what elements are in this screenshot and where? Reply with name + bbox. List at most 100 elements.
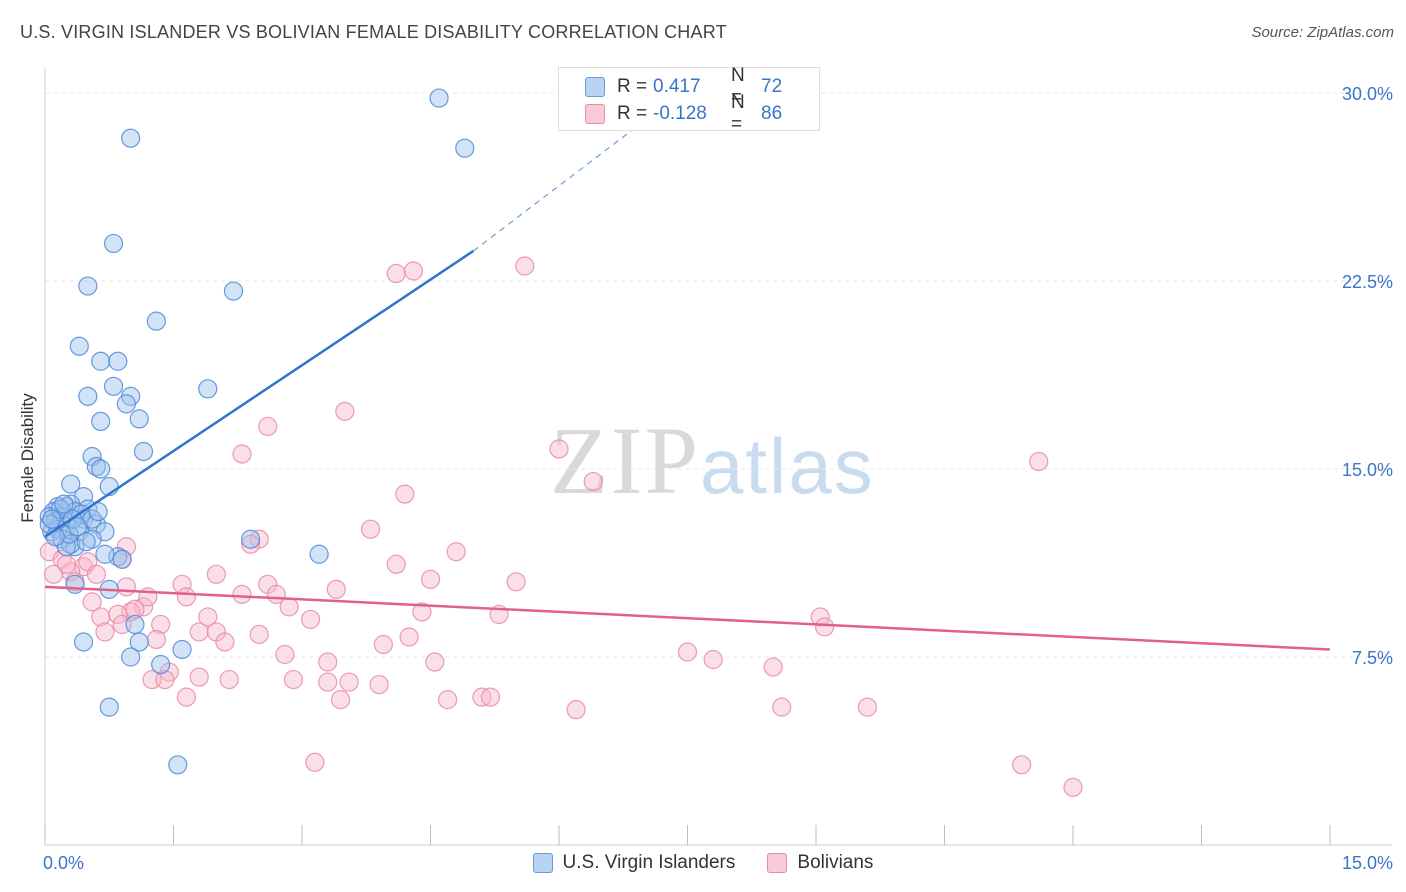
bolivian-point	[810, 607, 830, 627]
legend-row-virgin-islanders: R = 0.417 N = 72	[585, 65, 783, 108]
bolivian-point	[275, 644, 295, 665]
virgin-islander-point	[129, 632, 149, 652]
virgin-islander-point	[103, 233, 124, 254]
bolivian-point	[420, 569, 441, 589]
virgin-islander-point	[146, 311, 166, 331]
legend-n-value: 72	[761, 76, 783, 97]
bolivian-point	[506, 572, 526, 592]
y-tick-label: 7.5%	[1352, 648, 1393, 668]
legend-item-bolivians[interactable]: Bolivians	[767, 852, 873, 874]
bolivian-point	[82, 592, 102, 612]
virgin-islander-point	[455, 138, 475, 158]
bolivian-point	[446, 542, 466, 562]
legend-swatch-blue	[585, 77, 605, 97]
y-tick-label: 22.5%	[1342, 272, 1393, 292]
x-tick-label: 15.0%	[1342, 853, 1393, 873]
bolivian-point	[249, 624, 269, 645]
bolivian-point	[1029, 451, 1049, 472]
bolivian-point	[373, 634, 393, 655]
bolivian-point	[369, 674, 389, 695]
bolivian-point	[763, 657, 783, 677]
legend-r-label: R =	[617, 76, 648, 97]
legend-item-virgin-islanders[interactable]: U.S. Virgin Islanders	[532, 852, 735, 874]
bolivian-point	[703, 649, 723, 670]
bolivian-point	[399, 627, 419, 647]
virgin-islander-point	[99, 697, 119, 717]
virgin-islander-point	[67, 517, 88, 537]
bolivian-point	[305, 752, 325, 772]
bolivian-point	[386, 554, 406, 574]
legend-n-label: N =	[731, 92, 745, 135]
virgin-islander-point	[91, 351, 111, 371]
virgin-islander-trend-extension	[472, 120, 646, 252]
virgin-islander-point	[112, 549, 132, 569]
bolivian-point	[232, 444, 252, 464]
virgin-islander-point	[223, 281, 244, 301]
bolivian-point	[360, 519, 381, 539]
virgin-islander-point	[108, 351, 128, 371]
correlation-legend: R = 0.417 N = 72 R = -0.128 N = 86	[558, 65, 820, 135]
bolivian-trend-line	[44, 585, 1331, 651]
bolivian-point	[330, 690, 351, 710]
chart-title: U.S. VIRGIN ISLANDER VS BOLIVIAN FEMALE …	[20, 22, 727, 42]
bolivian-point	[108, 604, 128, 625]
virgin-islander-point	[91, 459, 111, 479]
virgin-islander-trend-line	[44, 249, 475, 538]
source-credit: Source: ZipAtlas.com	[1251, 24, 1394, 41]
bolivian-point	[43, 564, 64, 584]
bolivian-point	[146, 629, 166, 650]
bolivian-point	[95, 622, 115, 642]
legend-row-bolivians: R = -0.128 N = 86	[585, 92, 782, 135]
bolivian-point	[339, 672, 359, 692]
legend-swatch-blue	[532, 853, 553, 873]
bolivian-point	[814, 617, 835, 637]
watermark-zip: ZIP	[550, 407, 700, 514]
virgin-islander-point	[198, 379, 218, 399]
virgin-islander-point	[151, 654, 171, 675]
legend-label: Bolivians	[797, 852, 874, 873]
virgin-islander-point	[125, 614, 145, 635]
legend-swatch-pink	[767, 853, 788, 873]
virgin-islander-point	[78, 276, 98, 296]
bolivian-point	[155, 669, 175, 690]
bolivian-point	[566, 700, 586, 720]
bolivian-point	[772, 697, 792, 717]
bolivian-point	[300, 609, 321, 630]
virgin-islander-point	[65, 574, 85, 594]
bolivian-point	[480, 687, 501, 707]
virgin-islander-point	[42, 509, 62, 529]
bolivian-point	[283, 669, 304, 690]
bolivian-point	[395, 484, 415, 504]
bolivian-point	[279, 597, 299, 617]
bolivian-point	[438, 690, 458, 710]
virgin-islander-point	[61, 474, 81, 494]
bolivian-point	[232, 584, 252, 604]
virgin-islander-point	[172, 639, 192, 660]
bolivian-point	[116, 577, 136, 597]
legend-n-label: N =	[731, 65, 745, 108]
bolivian-point	[151, 614, 171, 635]
virgin-islander-point	[133, 441, 154, 462]
legend-r-value: 0.417	[653, 76, 701, 97]
bolivian-point	[1011, 755, 1032, 775]
virgin-islander-point	[54, 494, 74, 514]
y-tick-label: 30.0%	[1342, 84, 1393, 104]
legend-r-value: -0.128	[653, 103, 707, 124]
legend-swatch-pink	[585, 104, 605, 124]
y-tick-label: 15.0%	[1342, 460, 1393, 480]
bolivian-point	[206, 564, 226, 584]
bolivian-point	[198, 607, 218, 627]
bolivian-point	[386, 263, 406, 284]
bolivian-point	[215, 632, 235, 652]
bolivian-point	[515, 256, 535, 276]
bolivian-point	[549, 439, 569, 459]
virgin-islander-point	[116, 394, 136, 414]
virgin-islander-point	[91, 411, 111, 432]
virgin-islander-point	[121, 647, 141, 667]
virgin-islander-point	[121, 128, 141, 148]
series-legend: U.S. Virgin Islanders Bolivians	[0, 852, 1406, 874]
bolivian-point	[258, 416, 278, 437]
bolivian-point	[857, 697, 878, 717]
bolivian-point	[677, 642, 698, 662]
virgin-islander-point	[73, 632, 94, 652]
